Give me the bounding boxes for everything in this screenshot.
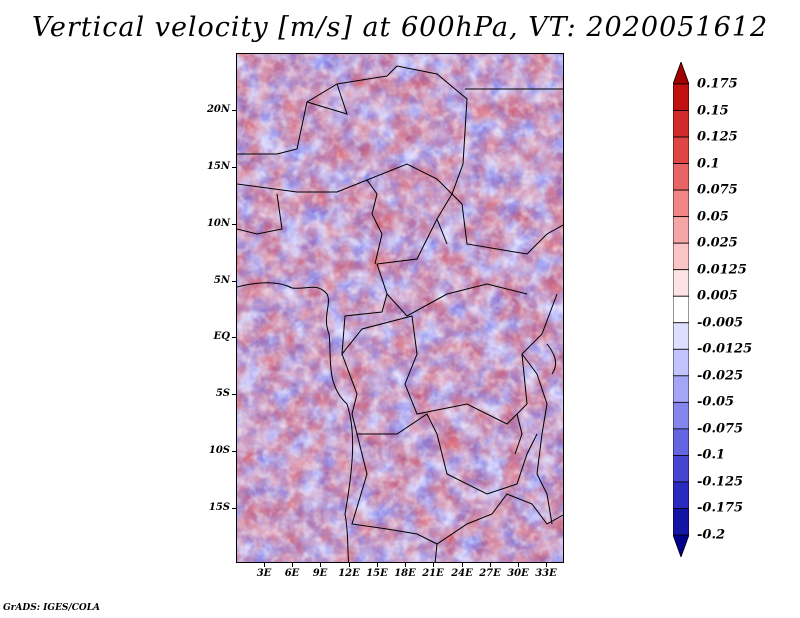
colorbar-label: -0.05 <box>697 394 735 410</box>
lat-label-eq: EQ <box>213 331 230 342</box>
lon-label-3e: 3E <box>256 568 272 579</box>
map-panel <box>236 53 564 563</box>
colorbar-label: 0.125 <box>697 129 738 145</box>
lat-label-15n: 15N <box>206 161 230 172</box>
colorbar-cell <box>673 401 689 430</box>
lon-tick <box>349 563 350 567</box>
lon-label-21e: 21E <box>422 568 444 579</box>
colorbar-label: 0.025 <box>697 235 738 251</box>
lat-label-10s: 10S <box>208 445 230 456</box>
velocity-map <box>237 54 563 562</box>
lon-label-12e: 12E <box>338 568 360 579</box>
lon-label-15e: 15E <box>366 568 388 579</box>
lat-tick <box>232 451 236 452</box>
colorbar-label: -0.1 <box>697 447 726 463</box>
colorbar-cell <box>673 508 689 536</box>
colorbar-label: -0.005 <box>697 315 744 331</box>
colorbar-cell <box>673 83 689 111</box>
lon-tick <box>462 563 463 567</box>
colorbar-cell <box>673 216 689 244</box>
lon-tick <box>377 563 378 567</box>
lon-label-18e: 18E <box>394 568 416 579</box>
lon-label-6e: 6E <box>284 568 300 579</box>
lat-tick <box>232 167 236 168</box>
colorbar-cell <box>673 110 689 138</box>
lon-label-30e: 30E <box>507 568 529 579</box>
country-borders <box>237 65 563 562</box>
colorbar-label: 0.15 <box>697 103 729 119</box>
lat-tick <box>232 110 236 111</box>
colorbar-label: -0.2 <box>697 527 726 543</box>
lon-tick <box>405 563 406 567</box>
colorbar-label: 0.05 <box>697 209 729 225</box>
colorbar-cell <box>673 62 689 85</box>
lat-label-15s: 15S <box>208 502 230 513</box>
lon-label-9e: 9E <box>312 568 328 579</box>
colorbar-cell <box>673 455 689 483</box>
colorbar-label: 0.1 <box>697 156 720 172</box>
lon-label-33e: 33E <box>535 568 557 579</box>
colorbar-cell <box>673 163 689 191</box>
colorbar <box>673 62 689 557</box>
lat-tick <box>232 337 236 338</box>
chart-title: Vertical velocity [m/s] at 600hPa, VT: 2… <box>31 12 769 43</box>
colorbar-cell <box>673 534 689 557</box>
lat-tick <box>232 508 236 509</box>
lon-tick <box>292 563 293 567</box>
lon-tick <box>264 563 265 567</box>
colorbar-cell <box>673 189 689 218</box>
colorbar-label: 0.075 <box>697 182 738 198</box>
colorbar-cell <box>673 136 689 164</box>
colorbar-label: 0.175 <box>697 76 738 92</box>
lat-label-5s: 5S <box>215 388 230 399</box>
colorbar-label: -0.125 <box>697 474 744 490</box>
colorbar-cell <box>673 242 689 271</box>
lat-label-10n: 10N <box>206 218 230 229</box>
lat-tick <box>232 394 236 395</box>
lon-label-24e: 24E <box>451 568 473 579</box>
colorbar-cell <box>673 481 689 509</box>
lon-tick <box>518 563 519 567</box>
colorbar-label: 0.0125 <box>697 262 747 278</box>
colorbar-cell <box>673 269 689 297</box>
colorbar-label: 0.005 <box>697 288 738 304</box>
lat-tick <box>232 224 236 225</box>
colorbar-label: -0.0125 <box>697 341 753 357</box>
colorbar-cell <box>673 348 689 377</box>
lat-label-5n: 5N <box>213 275 230 286</box>
colorbar-cell <box>673 375 689 403</box>
lon-tick <box>433 563 434 567</box>
colorbar-label: -0.175 <box>697 500 744 516</box>
lon-tick <box>320 563 321 567</box>
lon-tick <box>546 563 547 567</box>
lon-label-27e: 27E <box>479 568 501 579</box>
colorbar-cell <box>673 428 689 456</box>
lat-tick <box>232 281 236 282</box>
colorbar-cell <box>673 322 689 350</box>
lon-tick <box>490 563 491 567</box>
grads-credit: GrADS: IGES/COLA <box>3 603 101 613</box>
lat-label-20n: 20N <box>206 104 230 115</box>
colorbar-label: -0.025 <box>697 368 744 384</box>
colorbar-label: -0.075 <box>697 421 744 437</box>
colorbar-cell <box>673 295 689 324</box>
